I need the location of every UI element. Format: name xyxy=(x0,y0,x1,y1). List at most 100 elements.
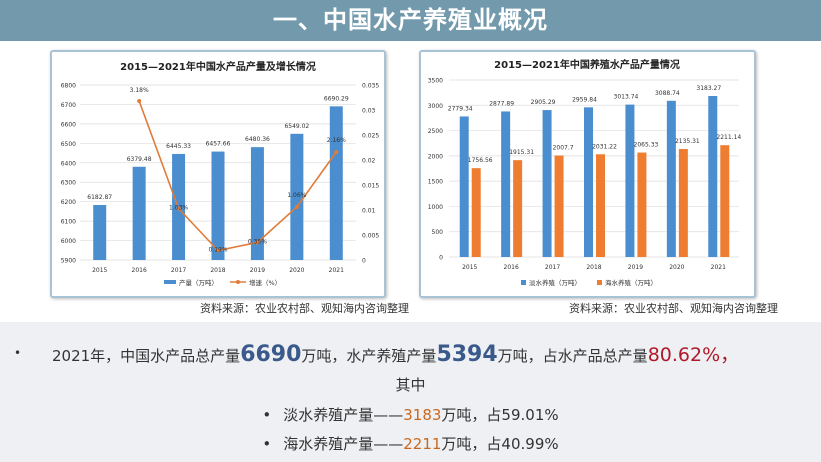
bar xyxy=(250,147,264,260)
item-rest: 万吨，占59.01% xyxy=(441,406,559,424)
summary-text: 万吨，占水产品总产量 xyxy=(497,347,648,365)
chart-aquaculture-production: 2015—2021年中国养殖水产品产量情况 0 500 1000 1500 2000 250… xyxy=(419,50,756,298)
bar-label: 2959.84 xyxy=(572,96,597,103)
growth-label: 1.06% xyxy=(287,192,306,199)
chart-production-growth: 2015—2021年中国水产品产量及增长情况 5900 6000 6100 6200 63… xyxy=(50,50,386,298)
bar-label: 2007.7 xyxy=(553,144,574,151)
bar-marine xyxy=(678,149,688,257)
y-tick: 1000 xyxy=(428,204,443,211)
bar-marine xyxy=(720,145,730,257)
y-tick-left: 6500 xyxy=(61,141,76,148)
bar xyxy=(211,151,225,260)
bar-label: 6379.48 xyxy=(127,156,152,163)
legend-label: 产量（万吨） xyxy=(179,278,218,287)
bar-freshwater xyxy=(584,107,593,257)
x-tick: 2020 xyxy=(289,267,304,274)
bar-marine xyxy=(513,160,523,257)
summary-text: 2021年，中国水产品总产量 xyxy=(52,347,241,365)
y-tick: 500 xyxy=(432,229,444,236)
bar-marine xyxy=(554,155,564,257)
y-tick-right: 0.015 xyxy=(362,183,379,190)
item-rest: 万吨，占40.99% xyxy=(441,435,559,453)
bar-label: 6549.02 xyxy=(284,123,309,130)
bar-label: 2779.34 xyxy=(448,105,473,112)
bar-label: 2211.14 xyxy=(716,134,741,141)
growth-label: 1.03% xyxy=(169,205,188,212)
bar-label: 2135.31 xyxy=(675,138,700,145)
y-tick: 2500 xyxy=(428,128,443,135)
x-tick: 2018 xyxy=(586,264,601,271)
item-value: 2211 xyxy=(403,435,442,453)
chart-title: 2015—2021年中国养殖水产品产量情况 xyxy=(494,58,680,71)
bar-freshwater xyxy=(666,100,676,257)
bar-label: 6182.87 xyxy=(87,194,112,201)
bar-label: 3183.27 xyxy=(696,85,721,92)
slide-title: 一、中国水产养殖业概况 xyxy=(0,0,821,41)
y-tick-left: 6000 xyxy=(61,238,76,245)
bar xyxy=(132,166,146,260)
chart1-source: 资料来源：农业农村部、观知海内咨询整理 xyxy=(200,302,409,315)
bar-freshwater xyxy=(459,116,469,257)
bar-label: 2031.22 xyxy=(592,143,617,150)
bar-label: 1756.56 xyxy=(468,157,493,164)
growth-label: 2.16% xyxy=(327,137,346,144)
y-tick-right: 0.005 xyxy=(362,233,379,240)
y-tick-left: 6800 xyxy=(61,83,76,90)
growth-point xyxy=(176,206,181,211)
aquaculture-production: 5394 xyxy=(436,342,498,367)
x-tick: 2021 xyxy=(329,267,344,274)
summary-panel: • 2021年，中国水产品总产量6690万吨，水产养殖产量5394万吨，占水产品… xyxy=(0,322,821,462)
item-value: 3183 xyxy=(403,406,442,424)
legend-swatch-bar xyxy=(164,280,176,284)
bar-label: 6445.33 xyxy=(166,143,191,150)
bar xyxy=(290,133,304,260)
marine-item: • 海水养殖产量——2211万吨，占40.99% xyxy=(262,435,559,453)
y-tick-right: 0 xyxy=(362,258,366,265)
growth-label: 0.35% xyxy=(248,239,267,246)
growth-label: 0.19% xyxy=(208,247,227,254)
x-tick: 2019 xyxy=(628,264,643,271)
y-tick: 2000 xyxy=(428,153,443,160)
total-production: 6690 xyxy=(240,342,302,367)
y-tick-left: 6200 xyxy=(61,199,76,206)
legend-label: 淡水养殖（万吨） xyxy=(529,278,581,287)
legend-marker xyxy=(236,280,240,284)
x-tick: 2020 xyxy=(669,264,684,271)
y-tick-left: 6600 xyxy=(61,121,76,128)
y-tick-left: 5900 xyxy=(61,258,76,265)
bar-freshwater xyxy=(625,104,635,257)
y-tick: 3500 xyxy=(428,78,443,85)
bar-label: 2877.89 xyxy=(489,100,514,107)
growth-point xyxy=(216,248,220,253)
growth-point xyxy=(334,150,339,154)
bar-marine xyxy=(471,168,481,257)
x-tick: 2016 xyxy=(132,267,147,274)
y-tick-left: 6400 xyxy=(61,160,76,167)
x-tick: 2018 xyxy=(210,267,225,274)
y-tick: 0 xyxy=(439,255,443,262)
bar-freshwater xyxy=(708,96,718,257)
aquaculture-share: 80.62%， xyxy=(647,344,740,366)
growth-line xyxy=(138,100,337,252)
y-tick-left: 6300 xyxy=(61,180,76,187)
x-tick: 2017 xyxy=(545,264,560,271)
x-tick: 2015 xyxy=(92,267,107,274)
x-tick: 2017 xyxy=(171,267,186,274)
bar-label: 6480.36 xyxy=(245,136,270,143)
x-tick: 2016 xyxy=(504,264,519,271)
bar-label: 3013.74 xyxy=(614,94,639,101)
bar-freshwater xyxy=(542,110,552,257)
bar-label: 6457.66 xyxy=(206,141,231,148)
y-tick-right: 0.035 xyxy=(362,83,379,90)
growth-point xyxy=(137,99,142,103)
bar-label: 2065.33 xyxy=(634,142,659,149)
growth-point xyxy=(294,205,299,209)
legend-label: 增速（%） xyxy=(249,278,281,287)
y-tick-left: 6100 xyxy=(61,219,76,226)
bar-label: 6690.29 xyxy=(324,95,349,102)
bar-label: 1915.31 xyxy=(509,149,534,156)
bar-label: 3088.74 xyxy=(655,90,680,97)
legend-label: 海水养殖（万吨） xyxy=(605,278,657,287)
legend-swatch xyxy=(521,280,526,285)
x-tick: 2015 xyxy=(462,264,477,271)
